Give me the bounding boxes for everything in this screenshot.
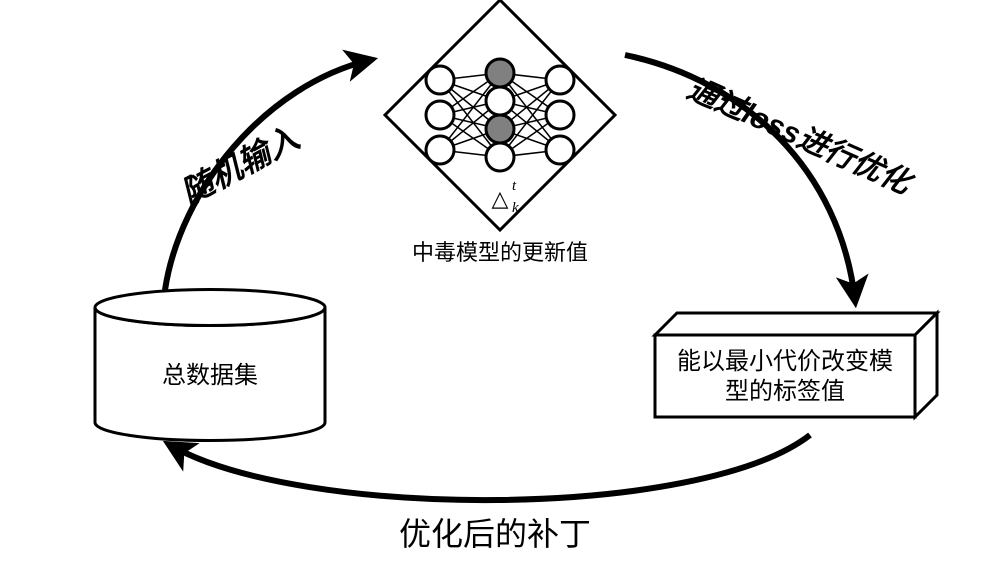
dataset-cylinder: 总数据集 <box>95 290 325 441</box>
arrow-optimized-patch-label: 优化后的补丁 <box>399 516 591 552</box>
nn-nodes <box>426 59 574 171</box>
arrow-random-input-label: 随机输入 <box>175 119 305 211</box>
dataset-label: 总数据集 <box>162 362 258 389</box>
label-value-cuboid: 能以最小代价改变模型的标签值 <box>655 313 937 417</box>
cuboid-line2: 型的标签值 <box>725 378 845 405</box>
arrow-loss-optimize-label: 通过loss进行优化 <box>683 72 919 201</box>
poisoned-model-diamond: △kt中毒模型的更新值 <box>385 0 615 265</box>
cuboid-line1: 能以最小代价改变模 <box>677 348 893 375</box>
delta-sub: k <box>512 200 519 216</box>
arrow-optimized-patch <box>170 435 810 500</box>
delta-symbol: △ <box>492 186 509 211</box>
poisoned-model-caption: 中毒模型的更新值 <box>412 240 588 265</box>
